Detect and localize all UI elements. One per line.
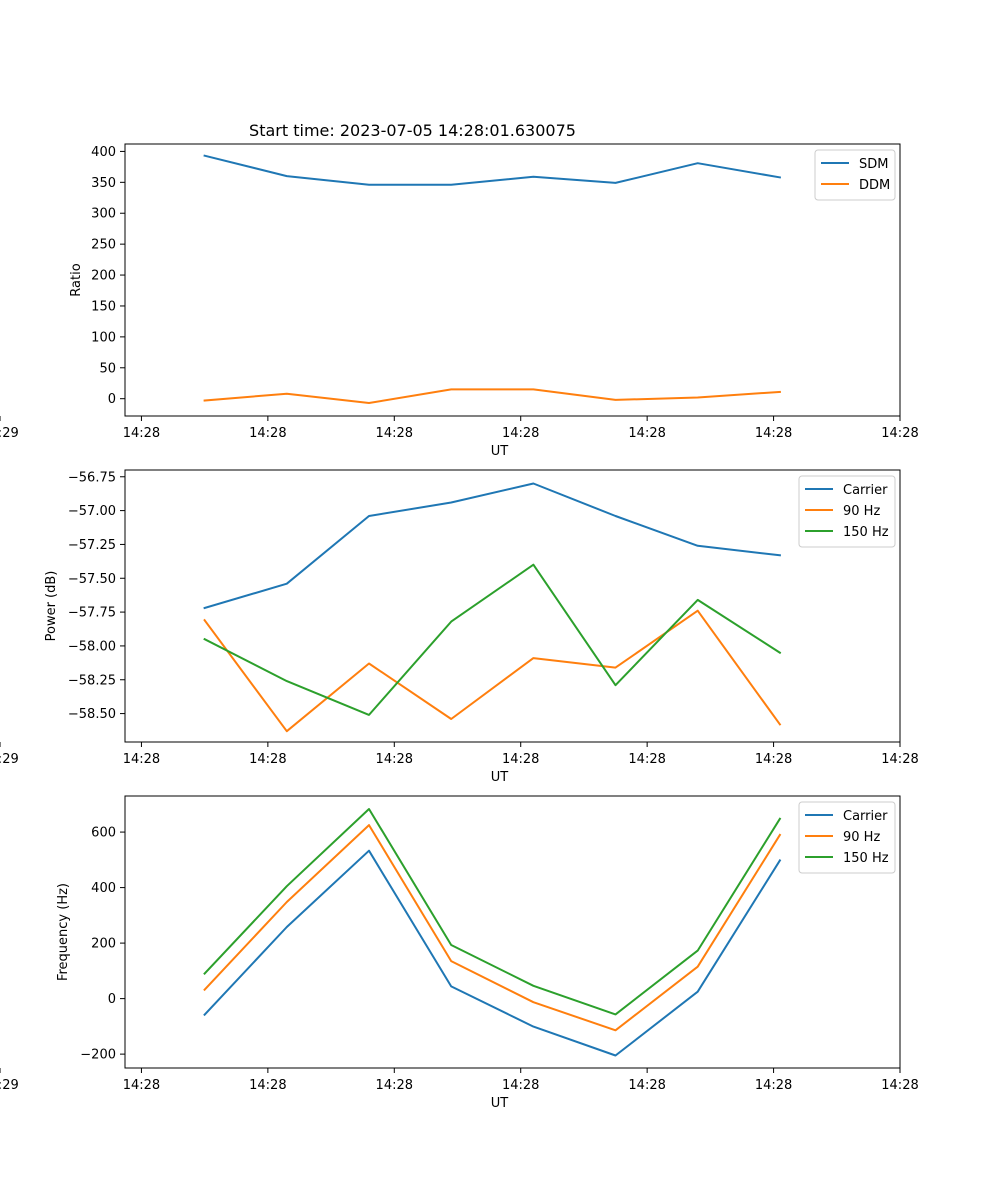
x-tick-label: 14:28 [376,1078,413,1093]
y-tick-label: −57.75 [68,606,116,621]
x-tick-label: 14:28 [755,1078,792,1093]
y-tick-label: 200 [91,937,116,952]
legend: Carrier 90 Hz 150 Hz [798,475,896,548]
series-line-150-hz [203,563,782,716]
subplot-1: 14:28 14:28 14:28 14:28 14:28 14:28 14:28 14:29… [0,121,919,459]
y-tick-label: −57.25 [68,538,116,553]
y-axis-label: Ratio [69,263,84,296]
y-tick-label: −57.50 [68,572,116,587]
x-tick-label: 14:28 [628,426,665,441]
subplot-2: 14:28 14:28 14:28 14:28 14:28 14:28 14:28 14:29… [0,469,919,785]
legend-label: Carrier [843,809,888,824]
x-tick-label: 14:29 [0,752,19,767]
y-tick-label: −56.75 [68,470,116,485]
y-tick-label: 50 [99,361,116,376]
x-tick-label: 14:28 [881,752,918,767]
series-line-carrier [203,482,782,610]
y-tick-label: 0 [108,392,116,407]
y-tick-label: 150 [91,299,116,314]
y-tick-label: 250 [91,238,116,253]
x-tick-label: 14:28 [249,426,286,441]
x-axis-label: UT [491,1096,509,1111]
x-tick-label: 14:28 [628,1078,665,1093]
x-tick-label: 14:28 [376,752,413,767]
legend-label: Carrier [843,483,888,498]
x-tick-label: 14:28 [502,1078,539,1093]
x-tick-label: 14:29 [0,426,19,441]
series-line-150-hz [203,808,782,1016]
x-axis-label: UT [491,444,509,459]
x-axis-label: UT [491,770,509,785]
x-tick-label: 14:28 [755,752,792,767]
series-line-sdm [203,154,782,186]
x-tick-label: 14:28 [123,426,160,441]
x-tick-label: 14:28 [249,1078,286,1093]
x-tick-label: 14:28 [376,426,413,441]
x-tick-label: 14:28 [502,752,539,767]
axes-frame [124,795,901,1069]
y-tick-label: −58.00 [68,639,116,654]
y-tick-label: 200 [91,269,116,284]
legend-label: 90 Hz [843,504,880,519]
y-tick-label: 100 [91,330,116,345]
y-tick-label: −58.25 [68,673,116,688]
x-tick-label: 14:28 [881,1078,918,1093]
series-line-carrier [203,849,782,1057]
y-axis-label: Frequency (Hz) [56,883,71,981]
series-line-90-hz [203,609,782,733]
y-tick-label: 600 [91,826,116,841]
x-tick-label: 14:28 [502,426,539,441]
x-tick-label: 14:28 [628,752,665,767]
legend-label: DDM [859,178,890,193]
axes-frame [124,469,901,743]
y-tick-label: 300 [91,207,116,222]
y-tick-label: 400 [91,145,116,160]
legend-box [798,475,896,548]
legend-label: 150 Hz [843,525,889,540]
x-tick-label: 14:28 [755,426,792,441]
legend-box [798,801,896,874]
subplot-3: 14:28 14:28 14:28 14:28 14:28 14:28 14:28 14:29… [0,795,919,1111]
legend-label: 90 Hz [843,830,880,845]
y-tick-label: 400 [91,881,116,896]
legend: Carrier 90 Hz 150 Hz [798,801,896,874]
y-tick-label: −200 [80,1048,116,1063]
chart-title: Start time: 2023-07-05 14:28:01.630075 [249,121,576,140]
y-tick-label: −57.00 [68,504,116,519]
x-tick-label: 14:28 [881,426,918,441]
legend-label: SDM [859,157,888,172]
y-tick-label: 0 [108,992,116,1007]
x-tick-label: 14:28 [123,752,160,767]
legend: SDM DDM [814,149,896,201]
x-tick-label: 14:28 [123,1078,160,1093]
series-line-ddm [203,388,781,404]
x-tick-label: 14:28 [249,752,286,767]
y-axis-label: Power (dB) [44,571,59,642]
axes-frame [124,143,901,417]
y-tick-label: 350 [91,176,116,191]
x-tick-label: 14:29 [0,1078,19,1093]
series-line-90-hz [203,824,782,1032]
legend-label: 150 Hz [843,851,889,866]
y-tick-label: −58.50 [68,707,116,722]
